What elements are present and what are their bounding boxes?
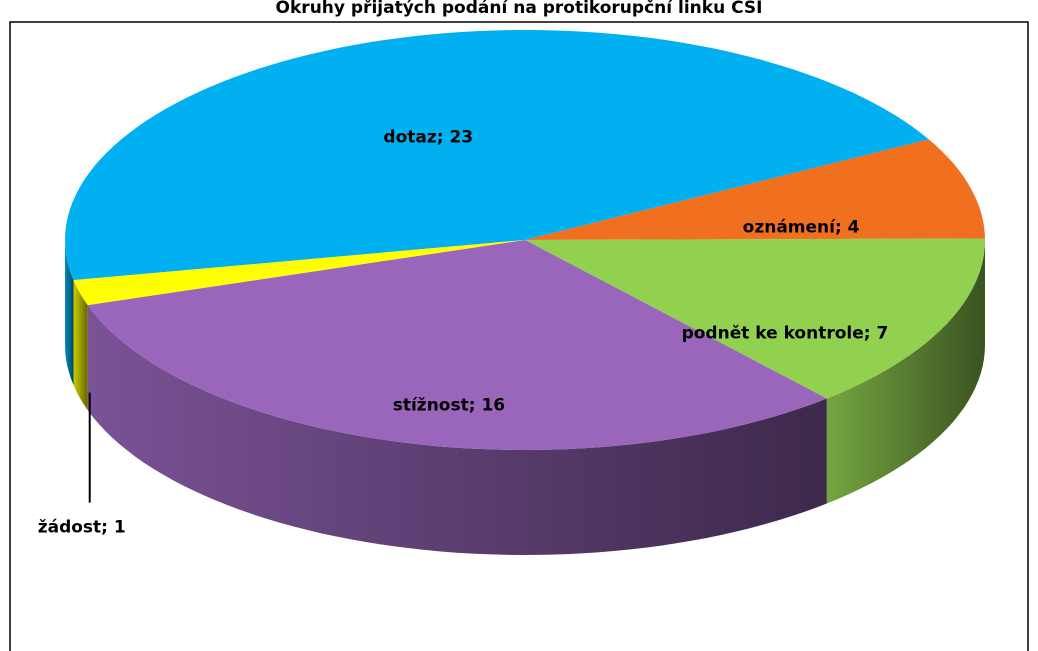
slice-side (87, 305, 827, 555)
data-label: podnět ke kontrole; 7 (682, 324, 889, 344)
data-label: žádost; 1 (38, 518, 126, 538)
slice (73, 240, 525, 306)
slice-side (73, 280, 88, 411)
data-label: dotaz; 23 (383, 128, 473, 148)
data-label: stížnost; 16 (393, 395, 505, 415)
slice-side (826, 240, 985, 504)
slice (87, 240, 827, 450)
data-label: oznámení; 4 (743, 217, 860, 237)
slice (65, 30, 929, 281)
slice (525, 139, 985, 240)
slice-side (65, 240, 74, 386)
chart-title: Okruhy přijatých podání na protikorupční… (276, 0, 763, 18)
slice (525, 238, 985, 399)
